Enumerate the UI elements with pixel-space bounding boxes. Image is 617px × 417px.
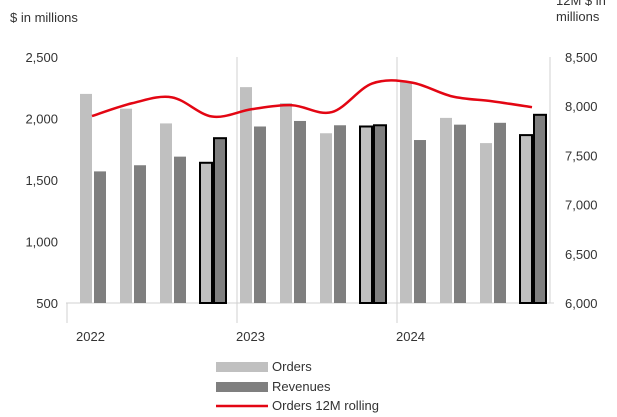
orders-bar (480, 143, 492, 303)
left-tick-label: 2,500 (25, 50, 58, 65)
orders-bar (519, 134, 533, 304)
left-tick-label: 2,000 (25, 112, 58, 127)
orders-bar (160, 123, 172, 303)
rolling-line-layer (91, 79, 533, 119)
right-tick-label: 6,500 (565, 247, 598, 262)
year-label: 2022 (76, 329, 105, 344)
orders-bar (240, 87, 252, 303)
right-tick-label: 6,000 (565, 296, 598, 311)
left-tick-labels: 500 1,000 1,500 2,000 2,500 (25, 50, 58, 311)
right-tick-label: 7,000 (565, 198, 598, 213)
legend-swatch-orders (216, 362, 268, 372)
orders-bar (440, 117, 452, 303)
revenues-bar (373, 124, 387, 304)
legend-label-orders: Orders (272, 359, 312, 374)
revenues-bar (294, 120, 306, 304)
revenues-bar (134, 165, 146, 303)
revenues-bar (454, 124, 466, 304)
axes (66, 57, 554, 323)
revenues-bar (494, 122, 506, 304)
revenues-bar (94, 171, 106, 303)
left-tick-label: 500 (36, 296, 58, 311)
right-tick-label: 7,500 (565, 148, 598, 163)
left-tick-label: 1,000 (25, 235, 58, 250)
orders-bar (400, 81, 412, 303)
year-labels: 2022 2023 2024 (76, 329, 425, 344)
orders-bar (280, 103, 292, 303)
legend: Orders Revenues Orders 12M rolling (216, 359, 379, 413)
right-tick-label: 8,500 (565, 50, 598, 65)
orders-bar (80, 93, 92, 304)
left-axis-unit-label: $ in millions (10, 10, 78, 25)
right-axis-unit-label-line1: 12M $ in (556, 0, 606, 8)
orders-bar (359, 125, 373, 305)
orders-bar (199, 161, 213, 304)
legend-label-rolling: Orders 12M rolling (272, 398, 379, 413)
revenues-bar (174, 156, 186, 303)
revenues-bar (213, 137, 227, 304)
right-axis-unit-label-line2: millions (556, 9, 600, 24)
right-tick-label: 8,000 (565, 99, 598, 114)
revenues-bar (254, 126, 266, 304)
bars (80, 81, 547, 305)
orders-bar (120, 108, 132, 303)
orders-12m-rolling-line (91, 79, 533, 119)
legend-swatch-revenues (216, 382, 268, 392)
legend-label-revenues: Revenues (272, 379, 331, 394)
right-tick-labels: 6,000 6,500 7,000 7,500 8,000 8,500 (565, 50, 598, 311)
left-tick-label: 1,500 (25, 173, 58, 188)
year-label: 2024 (396, 329, 425, 344)
revenues-bar (334, 125, 346, 303)
orders-bar (320, 133, 332, 303)
revenues-bar (533, 113, 547, 304)
revenues-bar (414, 140, 426, 303)
year-label: 2023 (236, 329, 265, 344)
